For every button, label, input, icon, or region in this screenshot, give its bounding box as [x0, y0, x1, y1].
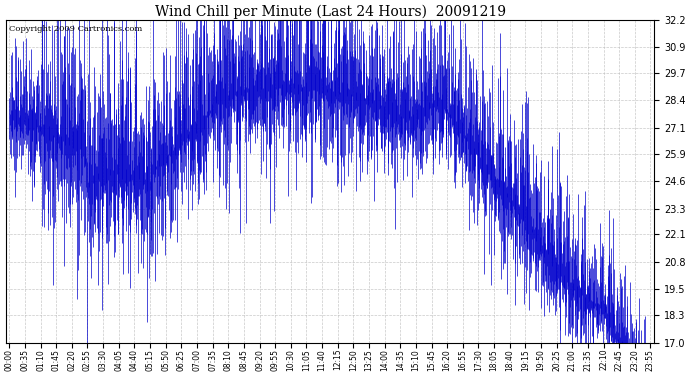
Text: Copyright 2009 Cartronics.com: Copyright 2009 Cartronics.com [9, 25, 142, 33]
Title: Wind Chill per Minute (Last 24 Hours)  20091219: Wind Chill per Minute (Last 24 Hours) 20… [155, 4, 506, 18]
